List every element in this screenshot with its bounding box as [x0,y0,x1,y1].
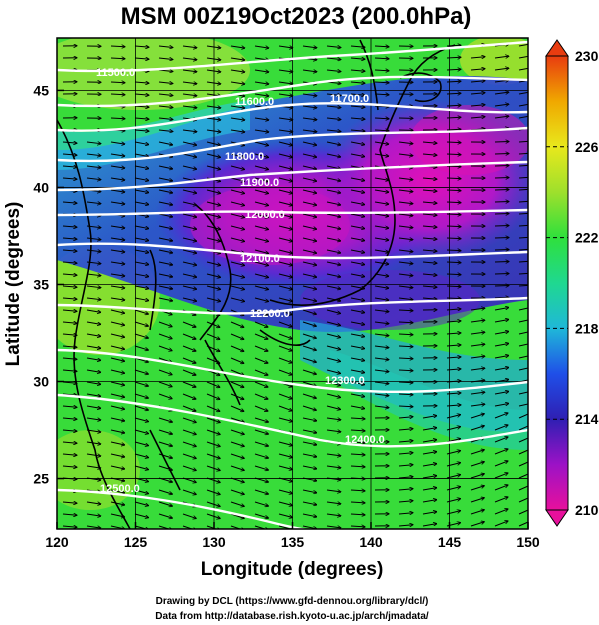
y-tick-label: 25 [33,471,49,487]
y-axis-label: Latitude (degrees) [3,202,24,367]
x-tick-label: 140 [359,534,383,550]
contour-label: 11500.0 [96,67,135,79]
x-tick-label: 150 [516,534,540,550]
y-tick-label: 45 [33,82,49,98]
colorbar-min-triangle [545,509,569,527]
contour-label: 11800.0 [225,151,264,163]
chart-title: MSM 00Z19Oct2023 (200.0hPa) [121,3,472,30]
coastlines [57,39,456,529]
colorbar-bar [545,55,569,511]
y-tick-label: 40 [33,179,49,195]
contour-label: 11600.0 [235,96,274,108]
contour-label: 12300.0 [325,375,365,387]
y-tick-label: 30 [33,374,49,390]
contour-label: 12500.0 [100,483,140,495]
colorbar: 230 226 222 218 214 210 [545,39,599,527]
y-axis: 25 30 35 40 45 [33,82,64,487]
colorbar-tick-label: 226 [575,139,599,155]
colorbar-tick-label: 210 [575,502,599,518]
wind-vectors [62,44,528,529]
contour-label: 12000.0 [245,209,285,221]
x-tick-label: 145 [438,534,462,550]
colorbar-tick-label: 222 [575,230,599,246]
x-tick-label: 125 [124,534,148,550]
contour-label: 12100.0 [240,253,280,265]
colorbar-tick-label: 214 [575,411,599,427]
x-axis-label: Longitude (degrees) [201,559,384,580]
contour-label: 11900.0 [240,177,279,189]
y-tick-label: 35 [33,276,49,292]
colorbar-tick-label: 218 [575,320,599,336]
height-contours: 11500.0 11600.0 11700.0 11800.0 11900.0 12000… [57,40,528,529]
x-tick-label: 135 [281,534,305,550]
x-axis: 120 125 130 135 140 145 150 [45,522,540,550]
colorbar-max-triangle [545,39,569,57]
contour-label: 12400.0 [345,434,385,446]
contour-label: 12200.0 [250,308,290,320]
x-tick-label: 130 [202,534,226,550]
x-tick-label: 120 [45,534,69,550]
credit-drawing: Drawing by DCL (https://www.gfd-dennou.o… [156,596,429,607]
lat-lon-grid [57,38,528,529]
credit-data: Data from http://database.rish.kyoto-u.a… [155,611,429,622]
colorbar-tick-label: 230 [575,48,599,64]
contour-label: 11700.0 [330,93,369,105]
